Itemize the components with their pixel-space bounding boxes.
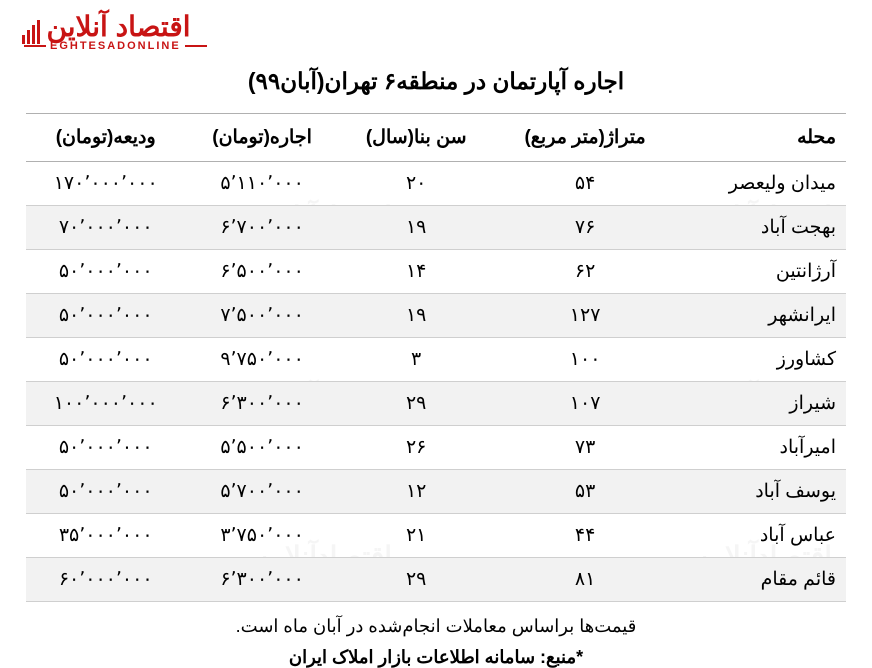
table-cell: ۱۰۷ — [494, 382, 677, 426]
table-cell: قائم مقام — [677, 558, 846, 602]
site-logo: اقتصاد آنلاین EGHTESADONLINE — [20, 10, 211, 52]
source-note: *منبع: سامانه اطلاعات بازار املاک ایران — [0, 647, 872, 668]
col-neighborhood: محله — [677, 114, 846, 162]
table-cell: یوسف آباد — [677, 470, 846, 514]
table-cell: ۶۲ — [494, 250, 677, 294]
table-cell: ۱۹ — [339, 206, 494, 250]
table-cell: ۱۲۷ — [494, 294, 677, 338]
table-row: بهجت آباد۷۶۱۹۶٬۷۰۰٬۰۰۰۷۰٬۰۰۰٬۰۰۰ — [26, 206, 846, 250]
table-cell: ۵۳ — [494, 470, 677, 514]
logo-english-text: EGHTESADONLINE — [20, 40, 211, 52]
table-cell: ۵٬۷۰۰٬۰۰۰ — [185, 470, 338, 514]
table-cell: ۴۴ — [494, 514, 677, 558]
logo-persian-text: اقتصاد آنلاین — [46, 11, 190, 42]
table-cell: ۲۹ — [339, 382, 494, 426]
table-cell: ۱۷۰٬۰۰۰٬۰۰۰ — [26, 162, 185, 206]
table-cell: ۵۴ — [494, 162, 677, 206]
table-row: عباس آباد۴۴۲۱۳٬۷۵۰٬۰۰۰۳۵٬۰۰۰٬۰۰۰ — [26, 514, 846, 558]
table-cell: ۱۰۰٬۰۰۰٬۰۰۰ — [26, 382, 185, 426]
table-cell: شیراز — [677, 382, 846, 426]
table-cell: ۶٬۳۰۰٬۰۰۰ — [185, 382, 338, 426]
table-cell: ۸۱ — [494, 558, 677, 602]
col-area: متراژ(متر مربع) — [494, 114, 677, 162]
table-row: قائم مقام۸۱۲۹۶٬۳۰۰٬۰۰۰۶۰٬۰۰۰٬۰۰۰ — [26, 558, 846, 602]
table-cell: ۲۱ — [339, 514, 494, 558]
table-cell: ۶٬۵۰۰٬۰۰۰ — [185, 250, 338, 294]
table-row: میدان ولیعصر۵۴۲۰۵٬۱۱۰٬۰۰۰۱۷۰٬۰۰۰٬۰۰۰ — [26, 162, 846, 206]
table-cell: ۹٬۷۵۰٬۰۰۰ — [185, 338, 338, 382]
table-header-row: محله متراژ(متر مربع) سن بنا(سال) اجاره(ت… — [26, 114, 846, 162]
table-cell: ۵۰٬۰۰۰٬۰۰۰ — [26, 338, 185, 382]
col-age: سن بنا(سال) — [339, 114, 494, 162]
table-cell: امیرآباد — [677, 426, 846, 470]
table-cell: ۶۰٬۰۰۰٬۰۰۰ — [26, 558, 185, 602]
table-cell: ۷۳ — [494, 426, 677, 470]
table-row: شیراز۱۰۷۲۹۶٬۳۰۰٬۰۰۰۱۰۰٬۰۰۰٬۰۰۰ — [26, 382, 846, 426]
table-cell: ۷۶ — [494, 206, 677, 250]
table-row: کشاورز۱۰۰۳۹٬۷۵۰٬۰۰۰۵۰٬۰۰۰٬۰۰۰ — [26, 338, 846, 382]
table-row: امیرآباد۷۳۲۶۵٬۵۰۰٬۰۰۰۵۰٬۰۰۰٬۰۰۰ — [26, 426, 846, 470]
table-cell: میدان ولیعصر — [677, 162, 846, 206]
table-cell: ۳٬۷۵۰٬۰۰۰ — [185, 514, 338, 558]
table-cell: کشاورز — [677, 338, 846, 382]
table-cell: ۱۴ — [339, 250, 494, 294]
rent-table: محله متراژ(متر مربع) سن بنا(سال) اجاره(ت… — [26, 113, 846, 602]
table-cell: ۲۹ — [339, 558, 494, 602]
table-cell: ۷٬۵۰۰٬۰۰۰ — [185, 294, 338, 338]
table-row: یوسف آباد۵۳۱۲۵٬۷۰۰٬۰۰۰۵۰٬۰۰۰٬۰۰۰ — [26, 470, 846, 514]
table-cell: ۵۰٬۰۰۰٬۰۰۰ — [26, 470, 185, 514]
table-cell: ۱۲ — [339, 470, 494, 514]
table-cell: ۵٬۵۰۰٬۰۰۰ — [185, 426, 338, 470]
table-cell: آرژانتین — [677, 250, 846, 294]
table-cell: ۱۹ — [339, 294, 494, 338]
table-cell: ۳۵٬۰۰۰٬۰۰۰ — [26, 514, 185, 558]
col-deposit: ودیعه(تومان) — [26, 114, 185, 162]
table-cell: ۶٬۷۰۰٬۰۰۰ — [185, 206, 338, 250]
table-row: ایرانشهر۱۲۷۱۹۷٬۵۰۰٬۰۰۰۵۰٬۰۰۰٬۰۰۰ — [26, 294, 846, 338]
table-cell: ۳ — [339, 338, 494, 382]
table-cell: ۵۰٬۰۰۰٬۰۰۰ — [26, 426, 185, 470]
table-cell: ایرانشهر — [677, 294, 846, 338]
table-cell: ۵٬۱۱۰٬۰۰۰ — [185, 162, 338, 206]
table-row: آرژانتین۶۲۱۴۶٬۵۰۰٬۰۰۰۵۰٬۰۰۰٬۰۰۰ — [26, 250, 846, 294]
table-cell: ۶٬۳۰۰٬۰۰۰ — [185, 558, 338, 602]
table-cell: ۷۰٬۰۰۰٬۰۰۰ — [26, 206, 185, 250]
price-note: قیمت‌ها براساس معاملات انجام‌شده در آبان… — [0, 616, 872, 637]
table-cell: ۱۰۰ — [494, 338, 677, 382]
table-cell: ۵۰٬۰۰۰٬۰۰۰ — [26, 250, 185, 294]
table-cell: ۲۶ — [339, 426, 494, 470]
table-cell: ۵۰٬۰۰۰٬۰۰۰ — [26, 294, 185, 338]
page-title: اجاره آپارتمان در منطقه۶ تهران(آبان۹۹) — [0, 68, 872, 95]
table-cell: ۲۰ — [339, 162, 494, 206]
table-cell: عباس آباد — [677, 514, 846, 558]
col-rent: اجاره(تومان) — [185, 114, 338, 162]
table-cell: بهجت آباد — [677, 206, 846, 250]
